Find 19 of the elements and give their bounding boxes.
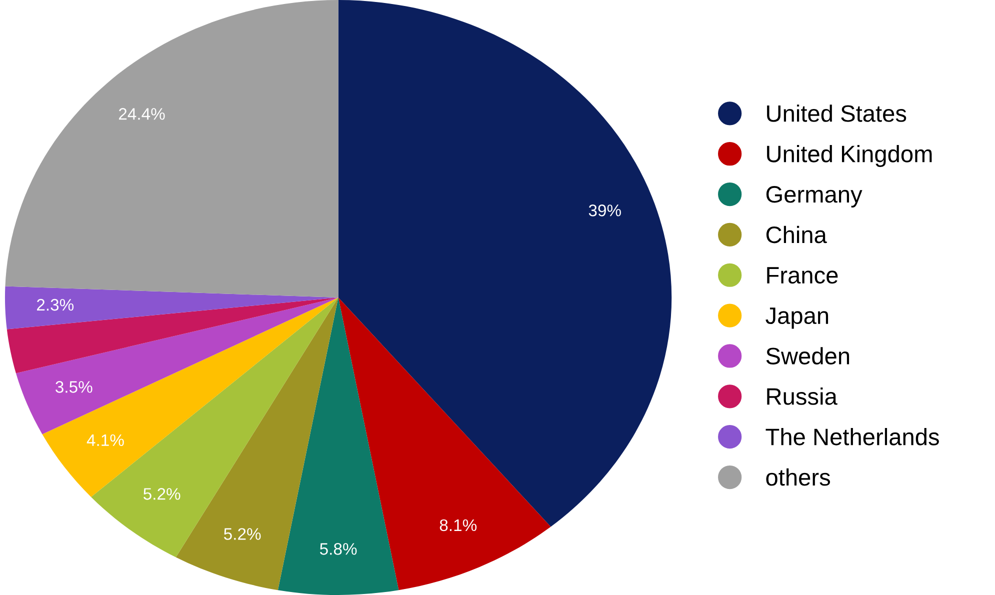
data-label: 3.5% (56, 381, 92, 393)
legend-label: United Kingdom (767, 145, 932, 168)
legend-label: China (766, 226, 827, 244)
data-label: 4.1% (86, 434, 124, 446)
data-label: 5.8% (320, 543, 357, 555)
legend-label: The Netherlands (766, 428, 939, 446)
legend-label: Japan (766, 308, 828, 329)
legend-label: Russia (767, 388, 838, 405)
data-label: 5.2% (224, 528, 261, 540)
legend-label: Sweden (766, 347, 850, 364)
legend-label: United States (767, 104, 906, 122)
legend-label: Germany (766, 186, 862, 208)
legend-label: France (767, 267, 838, 284)
data-label: 24.4% (118, 108, 165, 120)
data-label: 2.3% (36, 298, 74, 311)
data-label: 5.2% (144, 488, 180, 500)
legend-label: others (766, 468, 830, 486)
data-label: 39% (588, 204, 621, 216)
data-label: 8.1% (440, 519, 477, 532)
